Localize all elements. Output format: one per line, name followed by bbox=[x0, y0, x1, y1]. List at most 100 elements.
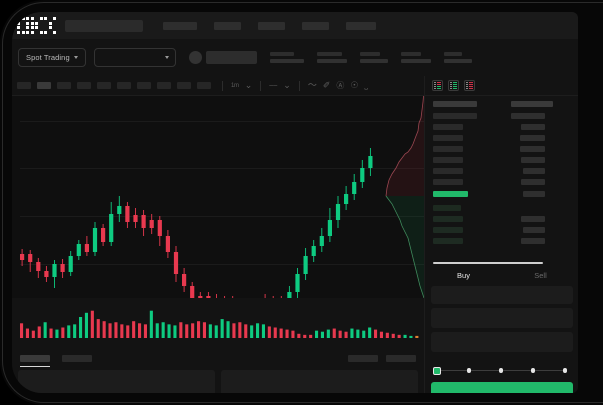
timeframe-button-1[interactable] bbox=[17, 82, 31, 89]
place-buy-order-button[interactable] bbox=[431, 382, 573, 393]
settings-gear-icon[interactable]: ☉ bbox=[350, 80, 359, 90]
nav-item-3[interactable] bbox=[258, 21, 285, 30]
volume-bar bbox=[202, 322, 206, 338]
top-navigation-bar bbox=[12, 12, 578, 39]
logo-pixel bbox=[17, 17, 20, 21]
logo-pixel bbox=[26, 17, 29, 21]
trading-pair-selector[interactable] bbox=[93, 48, 176, 67]
bottom-action-2[interactable] bbox=[348, 355, 378, 362]
slider-step-100[interactable] bbox=[563, 368, 568, 373]
timeframe-button-6[interactable] bbox=[117, 82, 131, 89]
volume-bar bbox=[374, 329, 378, 338]
slider-step-25[interactable] bbox=[467, 368, 472, 373]
bottom-tab-2[interactable] bbox=[62, 355, 92, 362]
ask-row-amount bbox=[521, 179, 545, 185]
bottom-panel-left[interactable] bbox=[18, 370, 215, 393]
timeframe-button-7[interactable] bbox=[137, 82, 151, 89]
slider-step-50[interactable] bbox=[499, 368, 504, 373]
slider-handle[interactable] bbox=[433, 367, 441, 375]
candle-body bbox=[117, 206, 122, 214]
orderbook-trade-panel: Buy Sell bbox=[424, 76, 578, 393]
volume-bar bbox=[179, 322, 183, 338]
device-screen: Spot Trading 1m ⌄ ⎯⎯ ⌄ 〜 ✐ Ⓐ ☉ ⎵ bbox=[12, 12, 578, 393]
logo-pixel bbox=[21, 17, 25, 21]
volume-bar bbox=[338, 330, 342, 338]
orderbook-view-both-icon[interactable] bbox=[432, 80, 443, 91]
gridline-0 bbox=[20, 121, 424, 122]
volume-bar bbox=[143, 324, 147, 338]
candlestick-chart[interactable] bbox=[12, 96, 424, 298]
magnet-icon[interactable]: Ⓐ bbox=[336, 80, 345, 90]
volume-bar bbox=[415, 335, 419, 338]
candlestick-series bbox=[20, 148, 373, 298]
amount-input[interactable] bbox=[431, 332, 573, 352]
volume-bar bbox=[315, 330, 319, 338]
nav-item-5[interactable] bbox=[346, 21, 376, 30]
orderbook-view-asks-icon[interactable] bbox=[464, 80, 475, 91]
drawing-pencil-icon[interactable]: ✐ bbox=[322, 80, 331, 90]
timeframe-button-10[interactable] bbox=[197, 82, 211, 89]
tab-sell[interactable]: Sell bbox=[534, 271, 547, 280]
logo-pixel bbox=[26, 30, 29, 34]
candle-body bbox=[165, 236, 170, 252]
logo-pixel bbox=[44, 17, 47, 21]
logo-pixel bbox=[53, 17, 56, 21]
timeframe-button-2[interactable] bbox=[37, 82, 51, 89]
okx-logo-icon[interactable] bbox=[17, 17, 56, 34]
candle-body bbox=[44, 271, 49, 277]
bottom-tab-1[interactable] bbox=[20, 355, 50, 362]
candle-body bbox=[173, 252, 179, 274]
nav-item-4[interactable] bbox=[302, 21, 329, 30]
nav-item-2[interactable] bbox=[214, 21, 241, 30]
nav-item-1[interactable] bbox=[163, 21, 197, 30]
bid-row-amount bbox=[523, 227, 545, 233]
volume-bar bbox=[226, 321, 230, 338]
timeframe-button-3[interactable] bbox=[57, 82, 71, 89]
timeframe-button-8[interactable] bbox=[157, 82, 171, 89]
logo-pixel bbox=[30, 30, 34, 34]
bottom-action-1[interactable] bbox=[386, 355, 416, 362]
volume-bar bbox=[138, 323, 142, 338]
fullscreen-icon[interactable]: ⎵ bbox=[364, 80, 368, 90]
price-input[interactable] bbox=[431, 308, 573, 328]
bottom-panel-right[interactable] bbox=[221, 370, 418, 393]
ask-row-amount bbox=[520, 146, 545, 152]
logo-pixel bbox=[44, 26, 47, 29]
search-input[interactable] bbox=[65, 19, 143, 32]
chart-type-icon[interactable]: ⎯⎯ bbox=[269, 80, 278, 90]
candle-body bbox=[368, 156, 373, 168]
volume-bar bbox=[385, 332, 389, 338]
timeframe-button-9[interactable] bbox=[177, 82, 191, 89]
ask-row-price bbox=[433, 113, 477, 119]
depth-area bbox=[386, 96, 424, 196]
stat-label bbox=[269, 52, 294, 57]
volume-bar bbox=[31, 330, 35, 338]
depth-area bbox=[386, 196, 424, 298]
ask-row-price bbox=[433, 135, 463, 141]
logo-pixel bbox=[44, 22, 47, 25]
orderbook-rows[interactable] bbox=[425, 96, 578, 263]
volume-bar bbox=[267, 326, 271, 338]
volume-bar bbox=[84, 312, 88, 338]
gridline-3 bbox=[20, 264, 424, 265]
candle-body bbox=[36, 262, 41, 271]
orderbook-form-divider bbox=[433, 262, 543, 264]
volume-bar bbox=[167, 324, 171, 338]
timeframe-button-4[interactable] bbox=[77, 82, 91, 89]
indicator-wave-icon[interactable]: 〜 bbox=[307, 80, 317, 90]
order-type-select[interactable] bbox=[431, 286, 573, 304]
logo-pixel bbox=[48, 21, 52, 25]
slider-step-75[interactable] bbox=[531, 368, 536, 373]
orderbook-view-bids-icon[interactable] bbox=[448, 80, 459, 91]
orderbook-depth-chart bbox=[385, 96, 424, 298]
timeframe-button-5[interactable] bbox=[97, 82, 111, 89]
interval-selector-icon[interactable]: 1m bbox=[231, 82, 239, 89]
volume-bar bbox=[37, 326, 41, 338]
amount-slider[interactable] bbox=[433, 366, 571, 375]
tab-buy[interactable]: Buy bbox=[457, 271, 470, 280]
candle-body bbox=[101, 228, 106, 242]
chart-type-chevron-down-icon[interactable]: ⌄ bbox=[283, 80, 291, 90]
bid-row-amount bbox=[521, 238, 545, 244]
market-type-selector[interactable]: Spot Trading bbox=[18, 48, 86, 67]
interval-chevron-down-icon[interactable]: ⌄ bbox=[244, 80, 253, 90]
